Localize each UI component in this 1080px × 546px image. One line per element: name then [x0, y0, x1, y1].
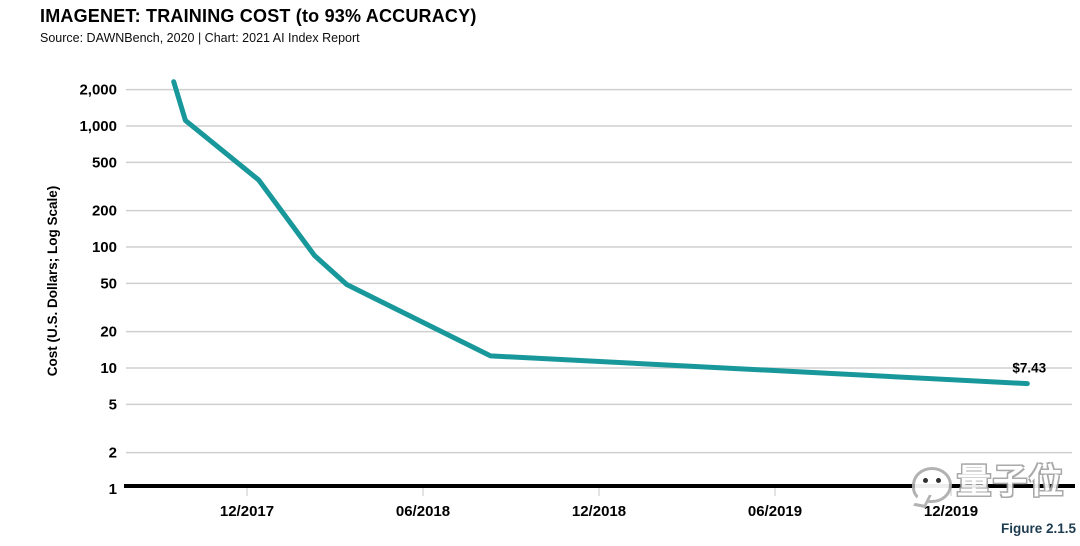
cost-line	[171, 79, 1030, 387]
end-value-label: $7.43	[1012, 361, 1046, 376]
y-tick-label: 20	[100, 324, 117, 341]
y-axis-title: Cost (U.S. Dollars; Log Scale)	[45, 186, 60, 377]
y-tick-label: 10	[100, 360, 117, 377]
y-tick-label: 1,000	[79, 118, 117, 135]
y-tick-label: 1	[109, 481, 117, 498]
chart-header: IMAGENET: TRAINING COST (to 93% ACCURACY…	[40, 6, 477, 45]
x-tick-label: 12/2017	[220, 503, 274, 520]
y-tick-label: 5	[109, 396, 117, 413]
y-tick-label: 200	[92, 203, 117, 220]
y-tick-label: 50	[100, 275, 117, 292]
x-tick-label: 12/2018	[572, 503, 626, 520]
figure-number-label: Figure 2.1.5	[1000, 521, 1076, 536]
x-tick-label: 06/2018	[396, 503, 450, 520]
y-tick-label: 100	[92, 239, 117, 256]
y-tick-label: 500	[92, 154, 117, 171]
x-tick-label: 06/2019	[748, 503, 802, 520]
y-tick-label: 2	[109, 445, 117, 462]
x-tick-label: 12/2019	[924, 503, 978, 520]
chart-title: IMAGENET: TRAINING COST (to 93% ACCURACY…	[40, 6, 477, 26]
chart-source-line: Source: DAWNBench, 2020 | Chart: 2021 AI…	[40, 31, 360, 45]
y-tick-label: 2,000	[79, 82, 117, 99]
